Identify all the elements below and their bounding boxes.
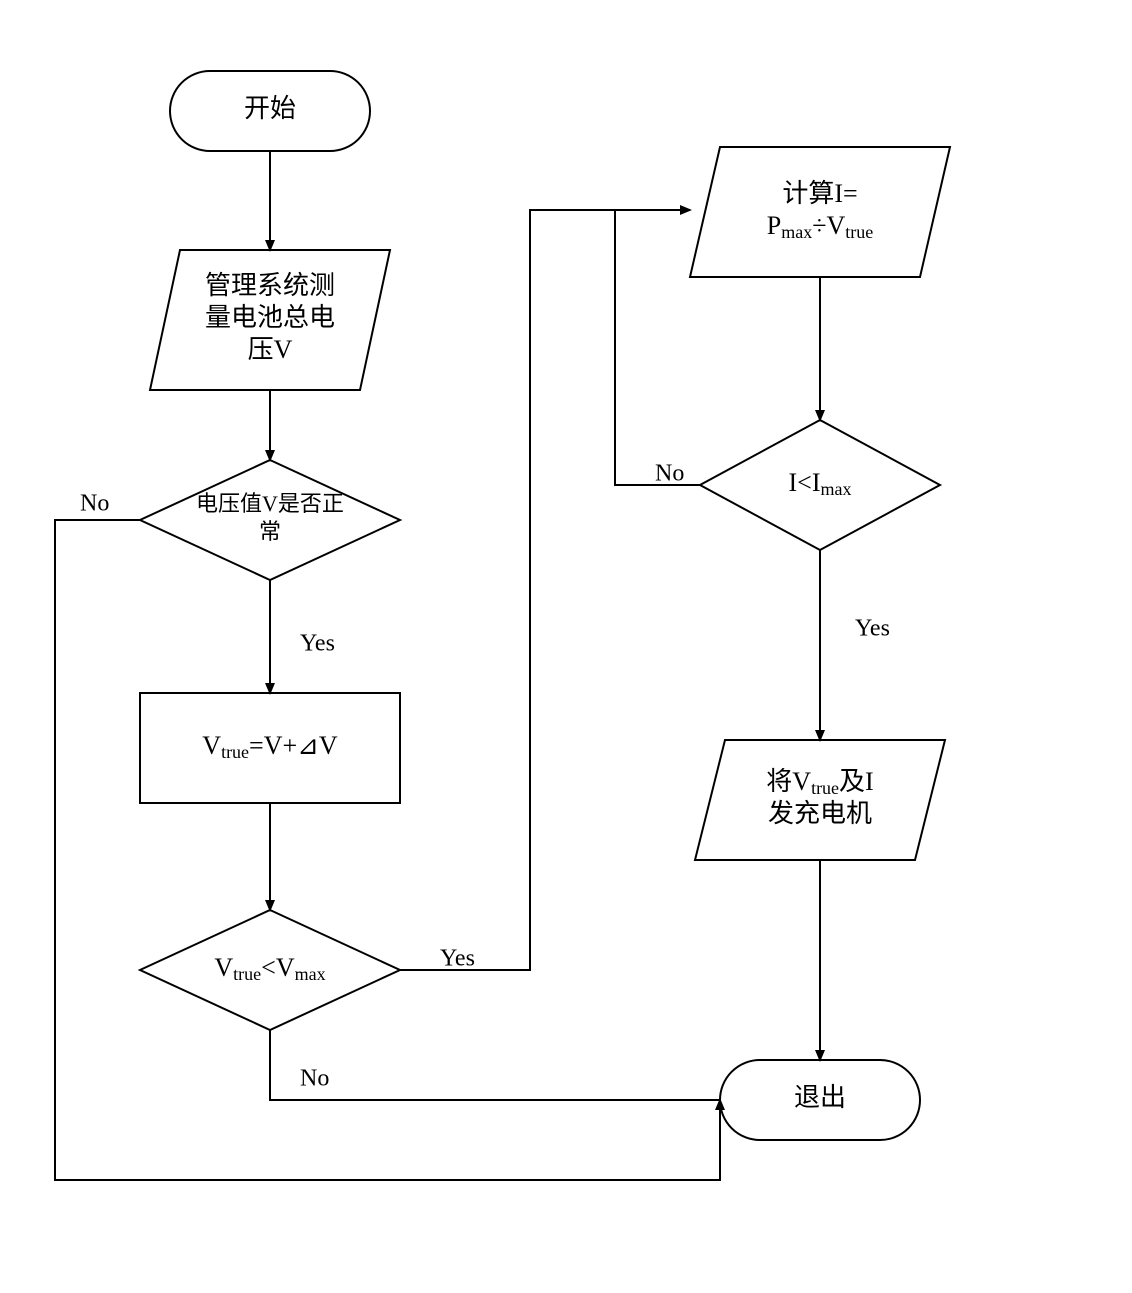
- edge-cmp_vmax-yes: [400, 210, 690, 970]
- svg-text:计算I=: 计算I=: [782, 179, 857, 208]
- svg-text:常: 常: [259, 519, 281, 544]
- svg-text:Yes: Yes: [440, 946, 475, 972]
- svg-text:Vtrue<Vmax: Vtrue<Vmax: [214, 953, 325, 984]
- svg-text:I<Imax: I<Imax: [789, 468, 852, 499]
- svg-text:Vtrue=V+⊿V: Vtrue=V+⊿V: [202, 731, 338, 762]
- svg-text:退出: 退出: [794, 1083, 846, 1112]
- svg-text:Yes: Yes: [300, 631, 335, 657]
- svg-text:管理系统测: 管理系统测: [205, 271, 335, 300]
- svg-text:电压值V是否正: 电压值V是否正: [196, 491, 344, 516]
- svg-text:发充电机: 发充电机: [768, 799, 872, 828]
- svg-text:No: No: [655, 461, 684, 487]
- svg-text:Pmax÷Vtrue: Pmax÷Vtrue: [767, 211, 874, 242]
- edge-v_normal-no: [55, 520, 720, 1180]
- edge-cmp_imax-no: [615, 210, 700, 485]
- svg-text:Yes: Yes: [855, 616, 890, 642]
- svg-text:压V: 压V: [248, 335, 293, 364]
- svg-text:No: No: [300, 1066, 329, 1092]
- svg-text:开始: 开始: [244, 94, 296, 123]
- svg-text:量电池总电: 量电池总电: [205, 303, 335, 332]
- flowchart-canvas: Yes No No Yes No Yes 开始管理系统测量电池总电压V 电压值V是否正常 Vtr…: [0, 0, 1132, 1293]
- svg-text:No: No: [80, 491, 109, 517]
- edge-cmp_vmax-no: [270, 1030, 720, 1100]
- svg-text:将Vtrue及I: 将Vtrue及I: [766, 767, 873, 798]
